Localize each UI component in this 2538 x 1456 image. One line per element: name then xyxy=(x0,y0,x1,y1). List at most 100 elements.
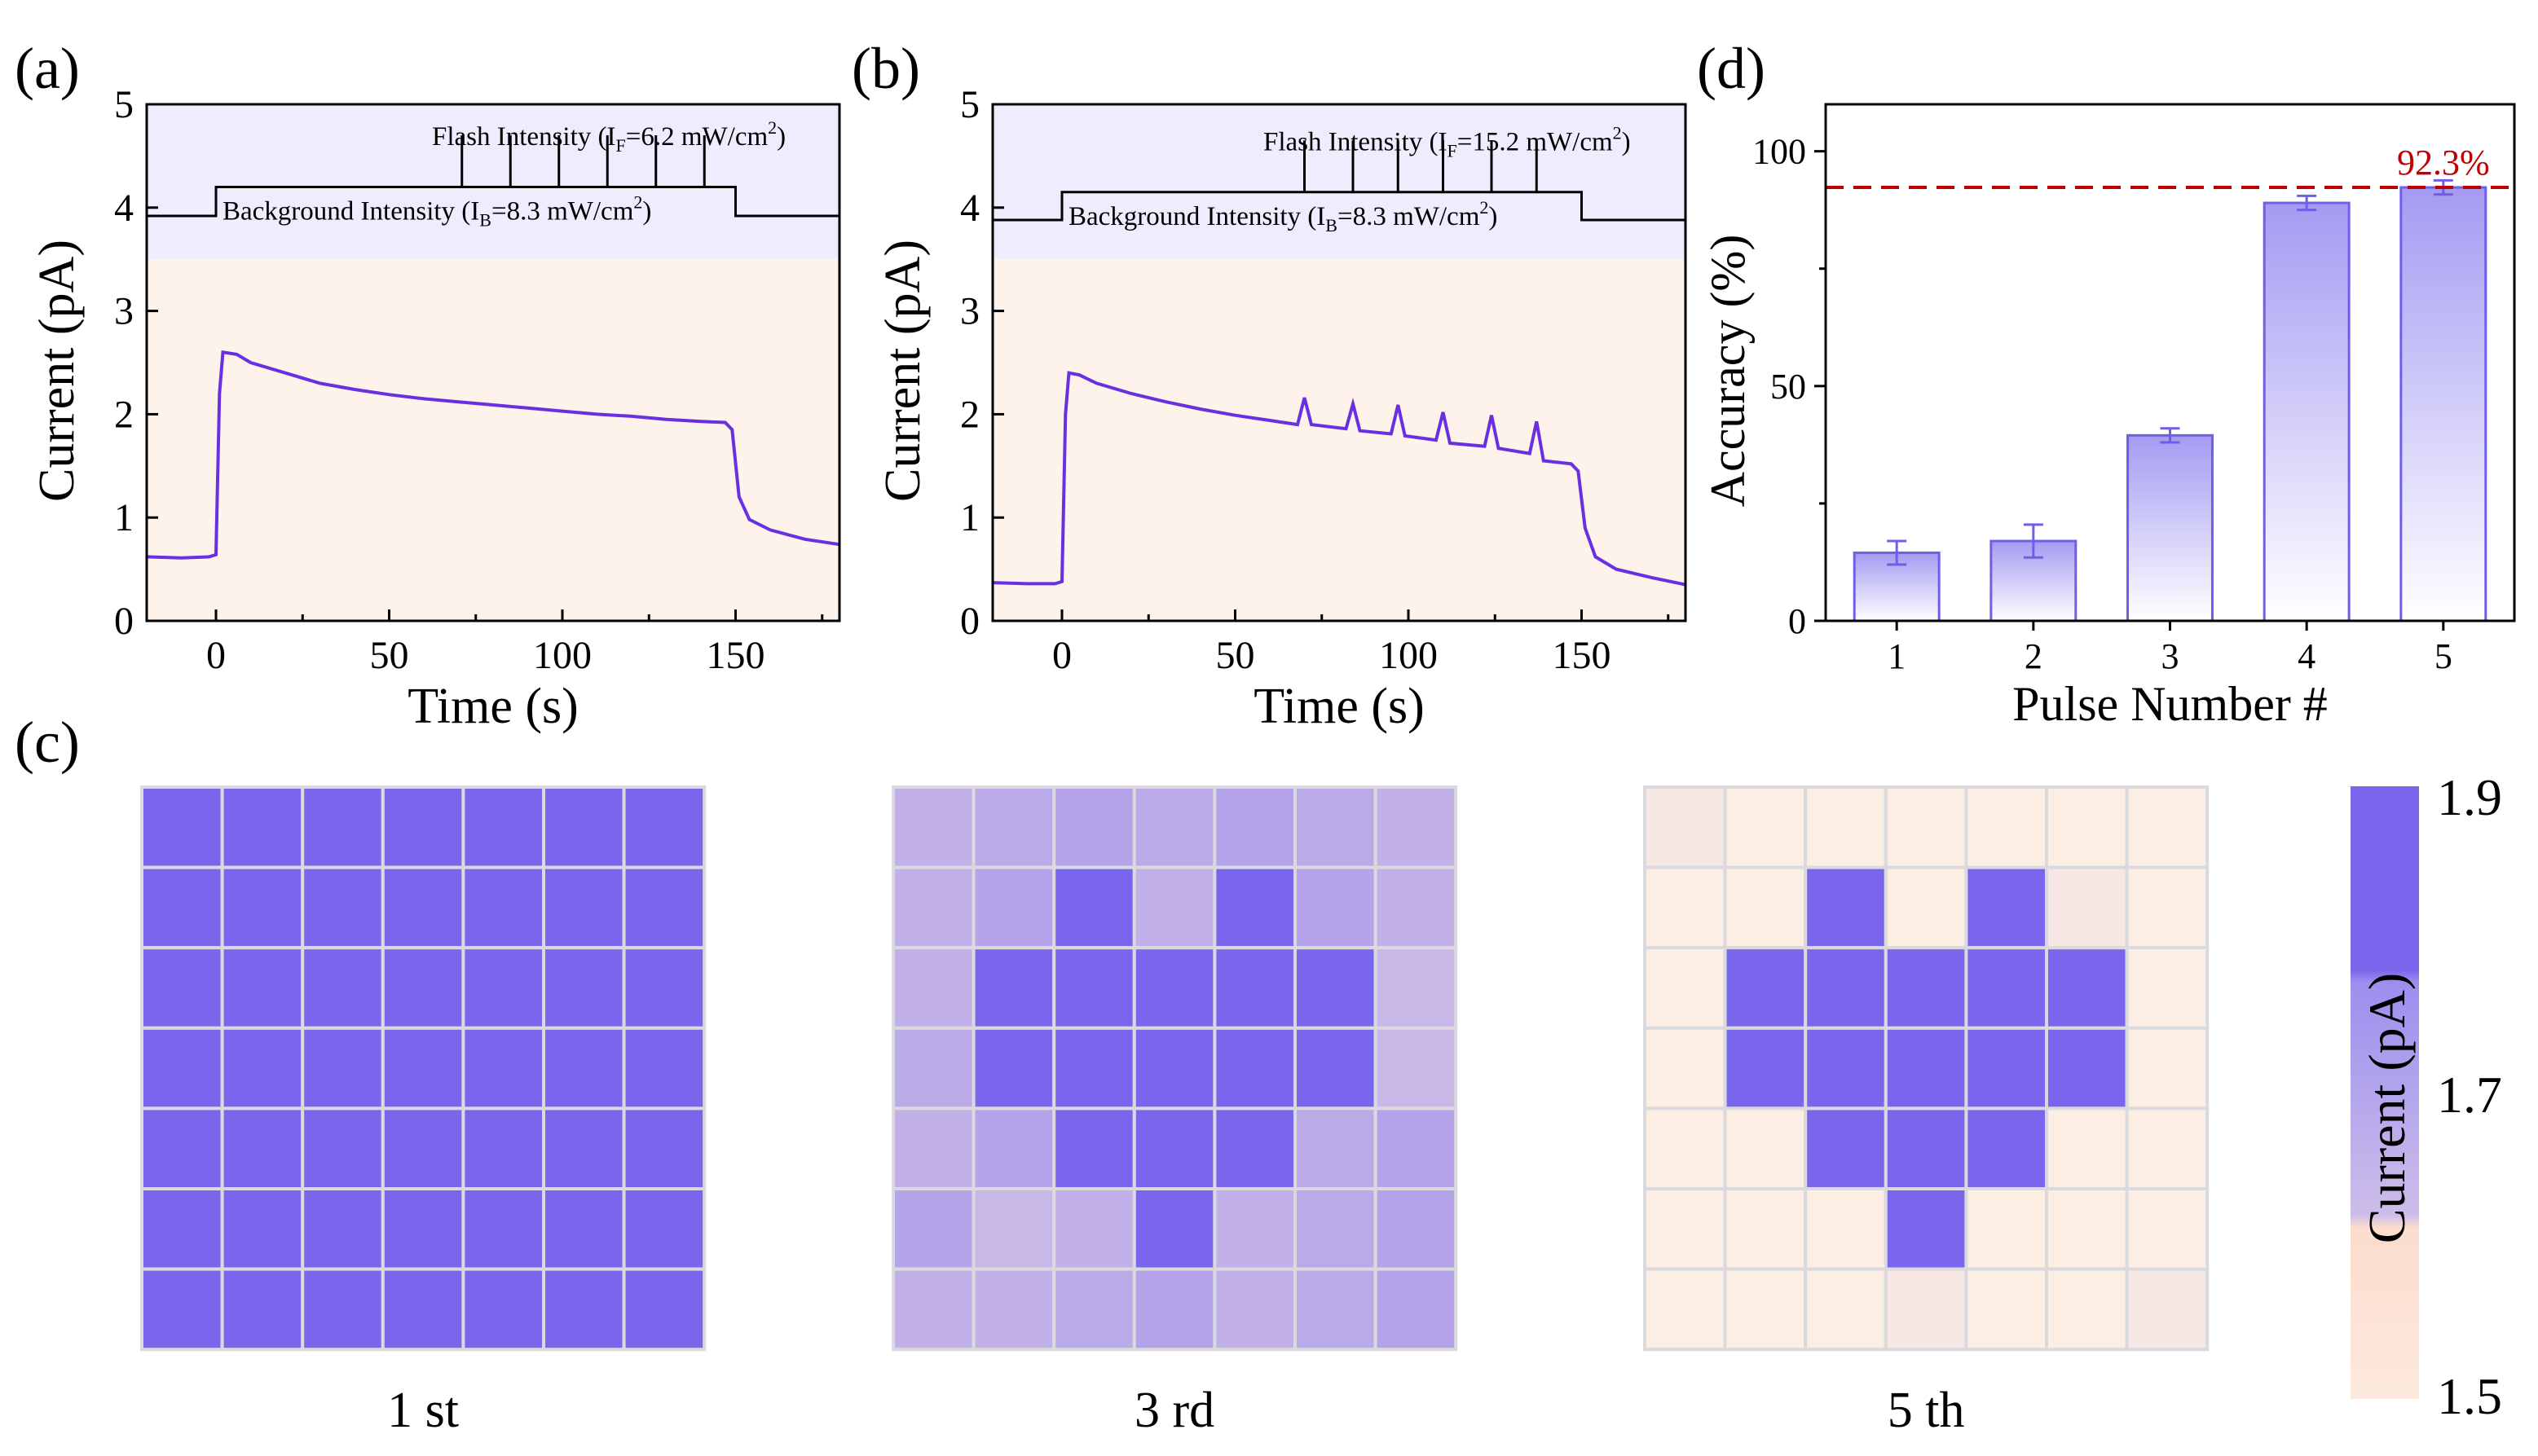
heatmap-cell xyxy=(1964,865,2048,950)
heatmap-1st xyxy=(140,785,707,1352)
chart-b-xlabel: Time (s) xyxy=(1254,679,1425,734)
y-tick-label: 1 xyxy=(114,496,134,539)
chart-a-ylabel: Current (pA) xyxy=(29,240,85,502)
heatmap-cell xyxy=(140,1026,224,1111)
chart-a-stimulus-trace xyxy=(147,185,839,218)
chart-d-reference-label: 92.3% xyxy=(2397,143,2490,183)
heatmap-cell xyxy=(2045,1026,2129,1111)
heatmap-cell xyxy=(1373,1026,1458,1111)
heatmap-cell xyxy=(892,1026,976,1111)
panel-label-b: (b) xyxy=(852,36,920,101)
chart-b-stimulus-region xyxy=(993,104,1685,260)
heatmap-cell xyxy=(2125,1106,2210,1191)
heatmap-cell xyxy=(1213,865,1298,950)
heatmap-cell xyxy=(2125,1267,2210,1352)
heatmap-cell xyxy=(972,865,1056,950)
heatmap-cell xyxy=(1723,1106,1808,1191)
heatmap-cell xyxy=(461,1267,546,1352)
colorbar-title: Current (pA) xyxy=(2358,973,2416,1243)
heatmap-cell xyxy=(1643,1267,1727,1352)
heatmap-cell xyxy=(1723,1187,1808,1271)
heatmap-cell xyxy=(1884,1267,1968,1352)
heatmap-cell xyxy=(1373,1106,1458,1191)
chart-d-frame xyxy=(1824,103,2516,622)
y-tick-label: 2 xyxy=(114,393,134,436)
heatmap-cell xyxy=(1804,1187,1888,1271)
y-tick-label: 0 xyxy=(1788,601,1806,641)
heatmap-cell xyxy=(2125,1187,2210,1271)
heatmap-cell xyxy=(1213,1026,1298,1111)
heatmap-cell xyxy=(461,1026,546,1111)
heatmap-label-1st: 1 st xyxy=(387,1383,459,1438)
heatmap-cell xyxy=(381,1267,465,1352)
error-bar-pulse-3 xyxy=(2160,427,2180,444)
heatmap-cell xyxy=(381,946,465,1030)
x-tick-label: 2 xyxy=(2025,636,2042,676)
heatmap-cell xyxy=(542,785,626,869)
colorbar-tick-min: 1.5 xyxy=(2437,1367,2502,1425)
heatmap-label-3rd: 3 rd xyxy=(1135,1383,1214,1438)
heatmap-cell xyxy=(892,865,976,950)
x-tick-label: 150 xyxy=(1553,634,1611,677)
heatmap-cell xyxy=(301,1106,385,1191)
heatmap-cell xyxy=(1804,1267,1888,1352)
heatmap-cell xyxy=(301,1267,385,1352)
y-tick-label: 5 xyxy=(114,83,134,126)
y-tick-label: 4 xyxy=(114,187,134,230)
heatmap-cell xyxy=(1052,785,1136,869)
x-tick-label: 5 xyxy=(2434,636,2452,676)
heatmap-cell xyxy=(1723,865,1808,950)
heatmap-5th xyxy=(1643,785,2210,1352)
heatmap-cell xyxy=(220,1187,305,1271)
chart-a-flash-label: Flash Intensity (IF=6.2 mW/cm2) xyxy=(432,117,786,156)
heatmap-cell xyxy=(1964,946,2048,1030)
error-bar-pulse-1 xyxy=(1887,539,1907,566)
heatmap-cell xyxy=(1213,946,1298,1030)
heatmap-cell xyxy=(1884,785,1968,869)
heatmap-cell xyxy=(1052,1187,1136,1271)
heatmap-cell xyxy=(1643,1187,1727,1271)
heatmap-cell xyxy=(220,785,305,869)
heatmap-cell xyxy=(140,865,224,950)
heatmap-cell xyxy=(1884,946,1968,1030)
chart-a-response-region xyxy=(147,259,839,621)
heatmap-cell xyxy=(1213,1106,1298,1191)
y-tick-label: 5 xyxy=(960,83,980,126)
y-tick-label: 2 xyxy=(960,393,980,436)
heatmap-cell xyxy=(542,946,626,1030)
x-tick-label: 0 xyxy=(206,634,226,677)
heatmap-cell xyxy=(1293,1267,1377,1352)
chart-a-xlabel: Time (s) xyxy=(408,679,579,734)
chart-b-ylabel: Current (pA) xyxy=(875,240,931,502)
x-tick-label: 1 xyxy=(1888,636,1906,676)
heatmap-cell xyxy=(972,1187,1056,1271)
heatmap-cell xyxy=(1804,946,1888,1030)
heatmap-cell xyxy=(892,1187,976,1271)
heatmap-cell xyxy=(1373,865,1458,950)
heatmap-cell xyxy=(1884,865,1968,950)
chart-d-xlabel: Pulse Number # xyxy=(2012,677,2328,731)
chart-a-frame xyxy=(145,103,841,622)
heatmap-cell xyxy=(1132,1106,1217,1191)
y-tick-label: 100 xyxy=(1752,132,1806,172)
heatmap-cell xyxy=(2045,785,2129,869)
heatmap-cell xyxy=(1052,865,1136,950)
heatmap-cell xyxy=(1643,946,1727,1030)
heatmap-cell xyxy=(542,1106,626,1191)
heatmap-cell xyxy=(972,785,1056,869)
bar-pulse-5 xyxy=(2399,186,2487,622)
chart-b-background-label: Background Intensity (IB=8.3 mW/cm2) xyxy=(1069,197,1497,235)
heatmap-cell xyxy=(301,946,385,1030)
heatmap-cell xyxy=(972,1026,1056,1111)
heatmap-cell xyxy=(1723,1267,1808,1352)
heatmap-cell xyxy=(220,1026,305,1111)
heatmap-cell xyxy=(301,865,385,950)
heatmap-cell xyxy=(301,1187,385,1271)
heatmap-cell xyxy=(972,1106,1056,1191)
chart-b-current-trace xyxy=(992,371,1686,587)
heatmap-cell xyxy=(1052,1026,1136,1111)
error-bar-pulse-4 xyxy=(2297,194,2317,212)
y-tick-label: 3 xyxy=(114,290,134,333)
heatmap-cell xyxy=(220,865,305,950)
